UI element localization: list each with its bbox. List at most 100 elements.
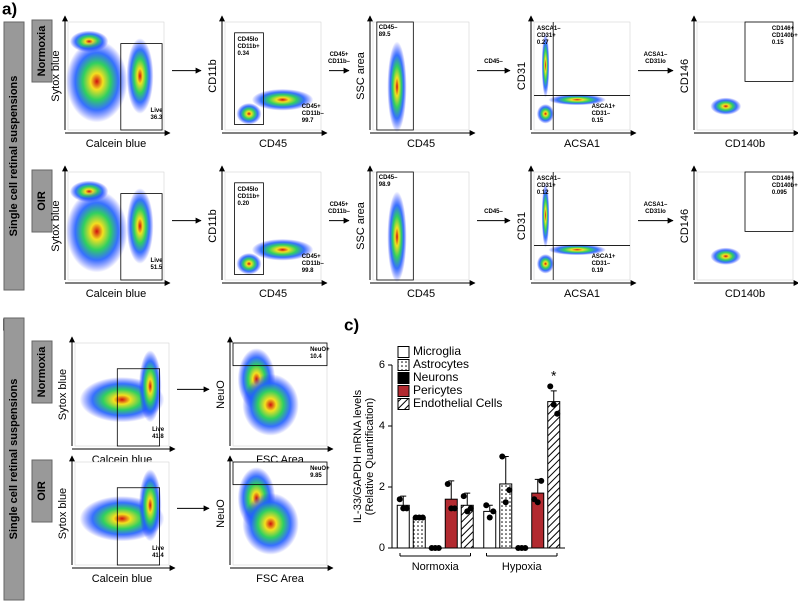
density xyxy=(541,32,550,98)
density xyxy=(387,191,407,283)
side-label: Single cell retinal suspensions xyxy=(8,379,20,540)
gate xyxy=(234,32,264,126)
gate-label: Live xyxy=(152,546,165,552)
x-axis-label: CD45 xyxy=(407,288,435,300)
density xyxy=(548,244,606,256)
gate-label: CD140b+ xyxy=(772,33,798,39)
density xyxy=(242,373,299,436)
plot-bg xyxy=(372,21,470,131)
gate-label: CD146+ xyxy=(772,26,795,32)
y-axis-label: CD11b xyxy=(207,59,219,92)
gate-label: 41.8 xyxy=(152,434,164,440)
bar xyxy=(547,401,561,549)
gate-label: CD45+ xyxy=(302,254,321,260)
gate xyxy=(120,193,163,281)
data-point xyxy=(403,505,410,512)
gate-label: 10.4 xyxy=(310,354,322,360)
arrow-label: CD45– xyxy=(484,59,503,65)
gate-label: CD146+ xyxy=(772,176,795,182)
gate xyxy=(116,487,161,566)
gate-label: ASCA1+ xyxy=(592,254,616,260)
gate-label: 98.9 xyxy=(379,182,391,188)
data-point xyxy=(451,505,458,512)
x-axis-label: CD140b xyxy=(725,138,765,150)
x-axis-label: CD45 xyxy=(259,288,287,300)
gate-label: 41.4 xyxy=(152,553,164,559)
plot-bg xyxy=(372,171,470,281)
arrow-label: ACSA1– xyxy=(644,52,668,58)
legend-label: Neurons xyxy=(413,370,458,384)
gate-label: 0.27 xyxy=(537,40,549,46)
gate-label: CD45lo xyxy=(237,187,258,193)
gate-label: 0.15 xyxy=(772,40,784,46)
gate-label: 0.12 xyxy=(537,190,549,196)
gate-label: Live xyxy=(152,427,165,433)
gate xyxy=(376,21,414,131)
y-axis-label: SSC area xyxy=(355,201,367,250)
y-tick-label: 6 xyxy=(379,359,385,371)
density xyxy=(126,38,154,114)
data-point xyxy=(435,545,442,551)
legend-swatch xyxy=(397,359,410,371)
gate-label: 36.3 xyxy=(151,115,163,121)
y-tick-label: 4 xyxy=(379,420,385,432)
gate-label: ASCA1– xyxy=(537,176,561,182)
data-point xyxy=(502,499,509,506)
label-box xyxy=(3,21,25,291)
x-axis-label: FSC Area xyxy=(256,573,305,585)
legend-label: Astrocytes xyxy=(413,357,469,371)
data-point xyxy=(490,508,497,515)
density xyxy=(710,97,742,115)
y-axis-label: SSC area xyxy=(355,51,367,100)
significance: * xyxy=(551,368,557,384)
y-axis-label: Sytox blue xyxy=(50,200,62,251)
x-axis-label: Calcein blue xyxy=(86,288,147,300)
density xyxy=(66,40,128,123)
error-bar xyxy=(400,495,407,506)
error-bar xyxy=(448,480,455,500)
bar xyxy=(499,483,513,549)
density xyxy=(251,88,314,111)
flow-plot: FSC Area NeuO NeuO+9.85 xyxy=(215,455,334,585)
gate-label: CD45+ xyxy=(302,104,321,110)
gate-label: CD31– xyxy=(592,261,611,267)
data-point xyxy=(522,545,529,551)
flow-plot: ACSA1 CD31 ASCA1–CD31+0.27 ASCA1+CD31–0.15 xyxy=(516,15,637,150)
arrow-label: CD11b– xyxy=(328,209,351,215)
x-axis-label: CD45 xyxy=(407,138,435,150)
gate-label: ASCA1– xyxy=(537,26,561,32)
gate-label: 0.20 xyxy=(237,201,249,207)
flow-plot: CD45 SSC area CD45–89.5 xyxy=(355,15,476,150)
gate-label: 89.5 xyxy=(379,32,391,38)
panel-label: a) xyxy=(2,0,17,18)
x-tick-label: Hypoxia xyxy=(502,561,543,573)
data-point xyxy=(486,514,493,521)
data-point xyxy=(483,502,490,509)
density xyxy=(541,182,550,248)
y-axis-label: Sytox blue xyxy=(50,50,62,101)
gate-label: 51.5 xyxy=(151,265,163,271)
label-box xyxy=(31,459,53,523)
arrow-label: CD45– xyxy=(484,209,503,215)
legend-swatch xyxy=(397,385,410,397)
density xyxy=(536,104,555,124)
y-axis-label: CD11b xyxy=(207,209,219,242)
gate-label: CD11b+ xyxy=(237,194,260,200)
density xyxy=(536,254,555,274)
flow-plot: CD140b CD146 CD146+CD140b+0.095 xyxy=(679,165,798,300)
error-bar xyxy=(464,492,471,506)
legend-label: Microglia xyxy=(413,344,461,358)
y-axis-label: CD146 xyxy=(679,59,691,93)
y-tick-label: 2 xyxy=(379,481,385,493)
density xyxy=(710,247,742,265)
gate-label: CD45– xyxy=(379,25,398,31)
density xyxy=(126,188,154,264)
gate-label: NeuO+ xyxy=(310,347,330,353)
gate-label: 0.095 xyxy=(772,190,788,196)
side-label: OIR xyxy=(36,481,48,501)
